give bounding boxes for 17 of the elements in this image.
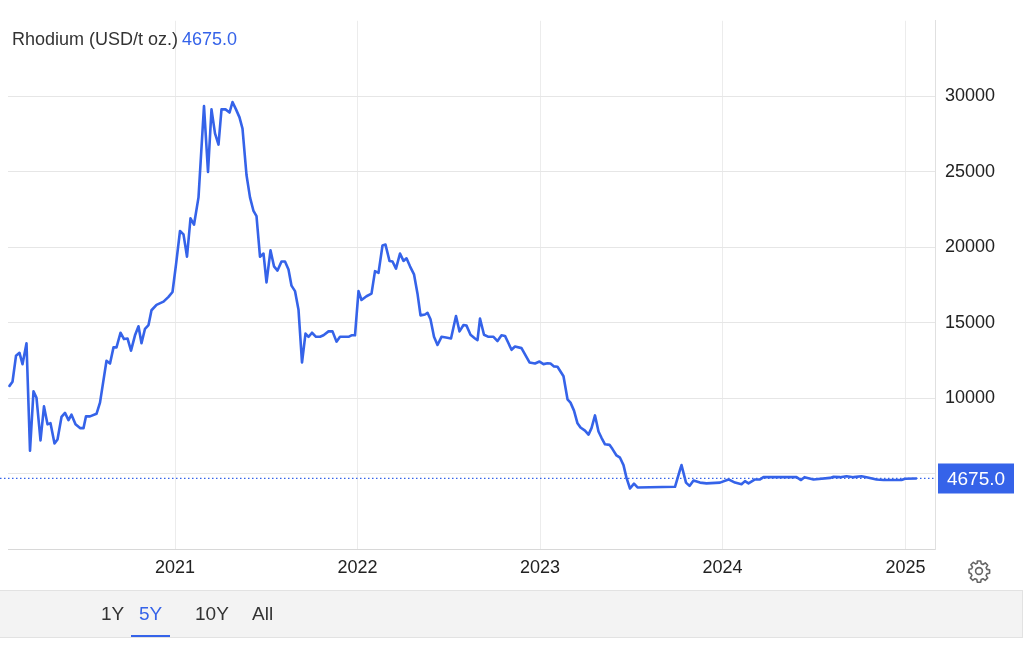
y-tick-label: 25000	[945, 160, 996, 181]
text: 4675.0	[182, 29, 238, 49]
text: 5Y	[131, 591, 171, 637]
y-tick-label: 10000	[945, 387, 996, 408]
x-tick-label: 2025	[885, 556, 926, 577]
text: 1Y	[100, 602, 126, 626]
y-tick-label: 15000	[945, 311, 996, 332]
x-tick-label: 2023	[519, 556, 561, 577]
text: 10Y	[194, 602, 230, 626]
x-tick-label: 2024	[702, 556, 743, 577]
x-tick-label: 2021	[154, 556, 196, 577]
text: Rhodium (USD/t oz.)	[12, 29, 179, 49]
ref-line-label: 4675.0	[946, 467, 1006, 489]
x-tick-label: 2022	[337, 556, 378, 577]
text: All	[251, 602, 275, 626]
y-tick-label: 20000	[945, 236, 996, 257]
y-tick-label: 30000	[945, 85, 996, 106]
